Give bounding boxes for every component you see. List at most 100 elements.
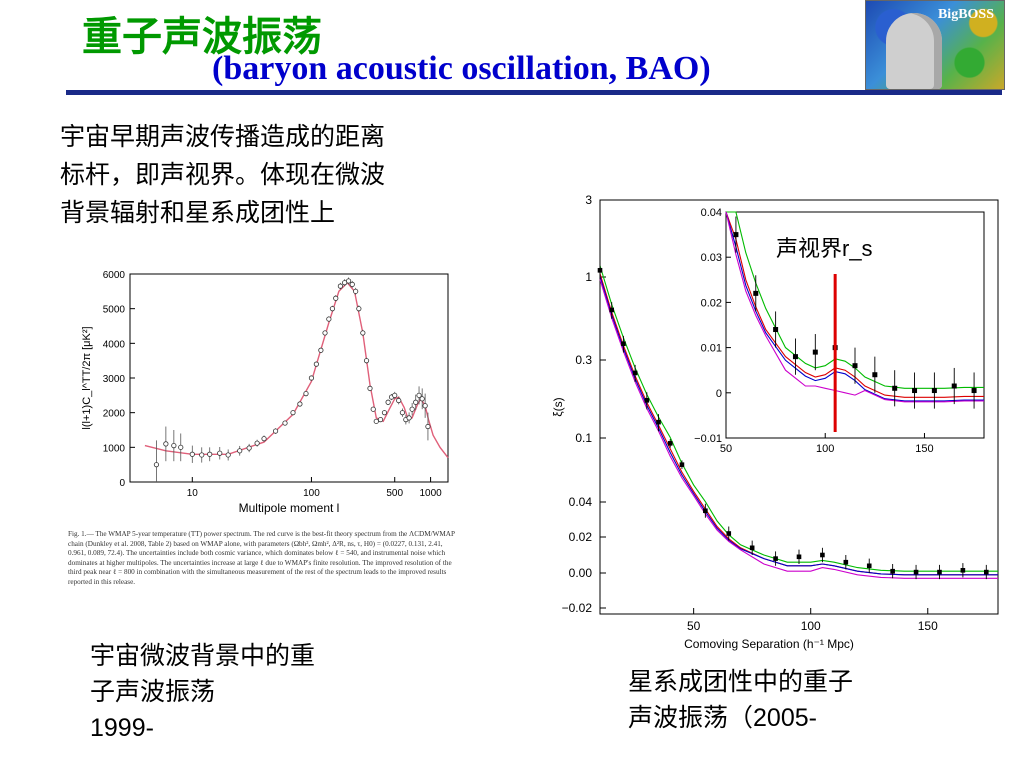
data-point: [644, 398, 650, 403]
data-point: [726, 531, 732, 536]
y-tick-label: −0.02: [562, 601, 593, 615]
data-point: [419, 396, 425, 402]
x-axis-label: Comoving Separation (h⁻¹ Mpc): [684, 637, 854, 651]
data-point: [422, 403, 428, 409]
inset-data-point: [792, 354, 798, 360]
data-point: [425, 423, 431, 430]
inset-data-point: [852, 363, 858, 369]
data-point: [913, 569, 919, 575]
x-tick-label: 10: [187, 488, 199, 499]
logo-label: BigBOSS: [937, 7, 994, 22]
bao-caption: 星系成团性中的重子 声波振荡（2005-: [628, 664, 853, 736]
data-point: [297, 401, 303, 407]
y-tick-label: 4000: [103, 339, 126, 350]
data-point: [381, 410, 388, 416]
x-tick-label: 50: [687, 619, 701, 633]
cmb-caption-year: 1999-: [90, 714, 154, 742]
data-point: [290, 410, 296, 416]
data-point: [409, 406, 415, 412]
plot-frame: [599, 199, 999, 615]
y-tick-label: 0.3: [575, 353, 592, 367]
bao-caption-year: 2005-: [753, 704, 817, 732]
cmb-caption-line: 子声波振荡: [90, 677, 216, 706]
data-point: [370, 406, 376, 412]
data-point: [416, 392, 422, 398]
data-point: [217, 450, 223, 456]
data-point: [960, 568, 966, 573]
inset-data-point: [812, 349, 818, 355]
data-point: [237, 448, 243, 454]
data-point: [178, 444, 184, 450]
data-point: [282, 420, 288, 426]
data-point: [333, 295, 339, 301]
intro-line: 标杆，即声视界。体现在微波: [60, 160, 386, 189]
data-point: [329, 306, 336, 312]
bao-caption-text: 声波振荡（: [628, 703, 754, 732]
inset-y-tick-label: −0.01: [694, 433, 722, 445]
data-point: [326, 316, 332, 322]
inset-data-point: [951, 383, 957, 389]
y-tick-label: 1000: [103, 443, 126, 454]
data-point: [199, 452, 205, 458]
telescope-dome-icon: [886, 13, 942, 89]
data-point: [349, 281, 355, 287]
data-point: [318, 347, 324, 353]
y-axis-label: ξ(s): [551, 397, 565, 416]
data-point: [367, 385, 373, 392]
bao-caption-line: 星系成团性中的重子: [628, 667, 854, 696]
x-tick-label: 100: [303, 488, 320, 499]
data-point: [163, 441, 169, 447]
y-tick-label: 0: [119, 478, 125, 489]
data-point: [272, 428, 279, 434]
data-point: [632, 370, 638, 376]
y-tick-label: 3000: [103, 374, 126, 385]
title-chinese: 重子声波振荡: [82, 14, 322, 60]
data-point: [189, 451, 195, 457]
data-point: [597, 268, 603, 273]
y-tick-label: 0.1: [575, 431, 592, 445]
data-point: [363, 358, 370, 364]
y-tick-label: 3: [585, 193, 592, 207]
data-point: [667, 441, 673, 446]
y-tick-label: 6000: [103, 270, 126, 281]
inset-x-tick-label: 100: [816, 443, 834, 455]
data-point: [377, 417, 384, 423]
data-point: [843, 559, 849, 565]
inset-data-point: [912, 388, 918, 394]
x-tick-label: 500: [386, 488, 403, 499]
data-point: [337, 283, 344, 289]
data-point: [207, 451, 213, 457]
data-point: [773, 556, 778, 561]
inset-x-tick-label: 50: [720, 443, 732, 455]
data-point: [171, 443, 177, 449]
y-tick-label: 0.00: [569, 566, 593, 580]
inset-x-tick-label: 150: [915, 443, 933, 455]
inset-frame: [725, 211, 985, 439]
cmb-caption: 宇宙微波背景中的重 子声波振荡 1999-: [90, 638, 315, 746]
data-point: [360, 330, 366, 336]
data-point: [796, 554, 802, 560]
data-point: [749, 545, 755, 551]
inset-y-tick-label: 0.01: [701, 343, 722, 355]
data-point: [820, 552, 825, 558]
y-tick-label: 0.04: [569, 495, 593, 509]
data-point: [679, 462, 685, 467]
inset-data-point: [733, 232, 739, 238]
data-point: [413, 399, 419, 405]
intro-line: 背景辐射和星系成团性上: [60, 198, 336, 227]
data-point: [392, 392, 398, 398]
data-point: [313, 361, 319, 367]
data-point: [609, 307, 615, 313]
data-point: [396, 397, 402, 404]
y-axis-label: l(l+1)C_l^TT/2π [μK²]: [81, 326, 93, 429]
y-tick-label: 1: [585, 270, 592, 284]
sound-horizon-label: 声视界r_s: [776, 236, 873, 261]
inset-data-point: [753, 290, 759, 296]
cmb-caption-line: 宇宙微波背景中的重: [90, 641, 316, 670]
data-point: [353, 288, 359, 294]
data-point: [153, 462, 160, 468]
y-tick-label: 2000: [103, 409, 126, 420]
galaxy-correlation-chart: 3 1 0.3 0.1 0.04 0.02 0.00 −0.02 50 100 150 Comovin…: [551, 193, 999, 651]
data-point: [322, 330, 328, 336]
data-point: [385, 399, 391, 405]
